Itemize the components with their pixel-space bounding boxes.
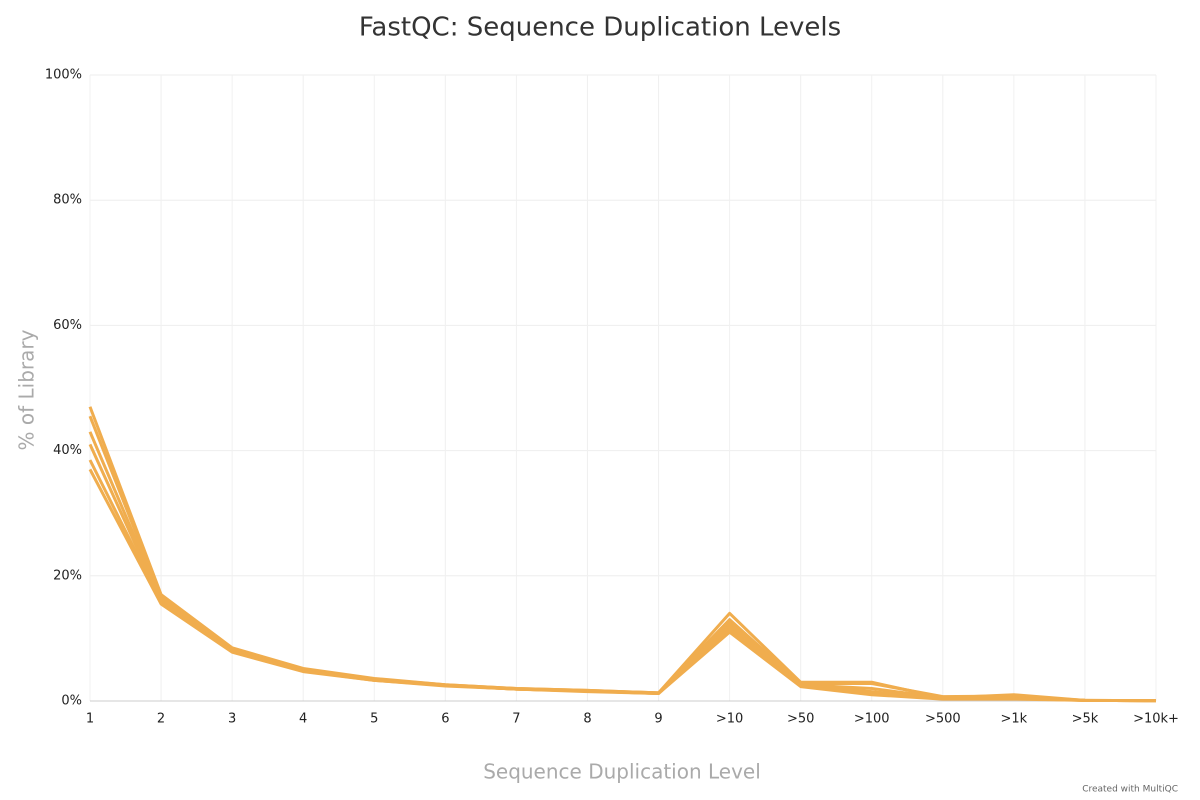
y-axis-title: % of Library bbox=[15, 329, 39, 450]
x-tick-label: 6 bbox=[441, 712, 449, 727]
x-tick-label: 8 bbox=[583, 712, 591, 727]
y-tick-label: 0% bbox=[61, 694, 82, 709]
x-tick-label: 5 bbox=[370, 712, 378, 727]
x-tick-label: 2 bbox=[157, 712, 165, 727]
x-tick-label: 1 bbox=[86, 712, 94, 727]
y-tick-label: 40% bbox=[53, 443, 82, 458]
series-line bbox=[88, 443, 1157, 703]
y-tick-label: 20% bbox=[53, 568, 82, 583]
x-tick-label: >500 bbox=[925, 712, 961, 727]
x-tick-label: 3 bbox=[228, 712, 236, 727]
y-tick-label: 80% bbox=[53, 193, 82, 208]
series-line bbox=[88, 459, 1157, 703]
y-tick-label: 60% bbox=[53, 318, 82, 333]
x-tick-label: >100 bbox=[854, 712, 890, 727]
credit: Created with MultiQC bbox=[1082, 785, 1178, 795]
x-tick-label: >50 bbox=[787, 712, 814, 727]
x-tick-label: 7 bbox=[512, 712, 520, 727]
x-tick-label: 4 bbox=[299, 712, 307, 727]
x-tick-label: >10 bbox=[716, 712, 743, 727]
x-tick-label: >1k bbox=[1001, 712, 1028, 727]
x-tick-label: >5k bbox=[1072, 712, 1099, 727]
chart-title: FastQC: Sequence Duplication Levels bbox=[359, 13, 841, 43]
y-tick-label: 100% bbox=[45, 68, 82, 83]
x-axis-title: Sequence Duplication Level bbox=[483, 760, 761, 784]
x-tick-label: >10k+ bbox=[1133, 712, 1179, 727]
x-tick-label: 9 bbox=[654, 712, 662, 727]
series-line bbox=[88, 468, 1157, 703]
series-line bbox=[88, 431, 1157, 703]
